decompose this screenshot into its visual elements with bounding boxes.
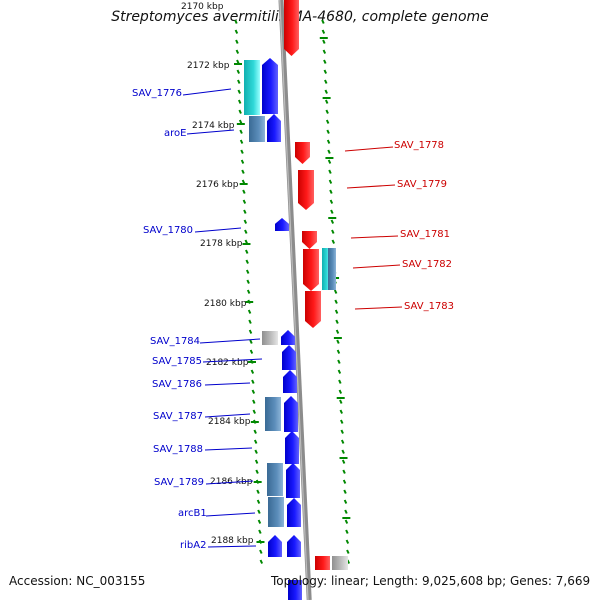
leader-line <box>354 306 403 310</box>
leader-line <box>205 512 256 517</box>
scale-ticks <box>234 19 351 564</box>
genome-backbone-line <box>278 0 312 600</box>
kbp-label: 2180 kbp <box>204 299 247 309</box>
gene-arrow-sav-1780[interactable] <box>275 218 289 231</box>
right-scale-line <box>321 19 351 564</box>
leader-line <box>344 146 394 152</box>
steel-feature-box <box>328 248 336 290</box>
left-scale-line <box>234 19 264 564</box>
gene-arrow-sav-1779[interactable] <box>298 170 314 210</box>
kbp-label: 2182 kbp <box>206 358 249 368</box>
gene-label-sav-1789[interactable]: SAV_1789 <box>154 477 204 488</box>
gene-label-sav-1786[interactable]: SAV_1786 <box>152 379 202 390</box>
gene-arrow-sav-1776[interactable] <box>262 58 278 114</box>
leader-line <box>204 382 251 386</box>
leader-line <box>194 227 242 233</box>
gene-label-sav-1778[interactable]: SAV_1778 <box>394 140 444 151</box>
gene-arrow-sav-1788[interactable] <box>285 431 299 464</box>
gene-arrow-sav-1778[interactable] <box>295 142 310 164</box>
gene-arrow-sav-1782[interactable] <box>303 249 319 291</box>
gene-label-sav-1781[interactable]: SAV_1781 <box>400 229 450 240</box>
gene-arrow-sav-1784[interactable] <box>281 330 295 345</box>
steel-feature-box <box>268 497 284 527</box>
steel-feature-box <box>267 463 283 496</box>
kbp-label: 2172 kbp <box>187 61 230 71</box>
steel-feature-box <box>249 116 265 142</box>
kbp-label: 2184 kbp <box>208 417 251 427</box>
gene-arrow-sav-1787[interactable] <box>284 396 298 432</box>
gene-label-aroe[interactable]: aroE <box>164 128 186 139</box>
steel-feature-box <box>265 397 281 431</box>
leader-line <box>182 88 232 96</box>
gene-arrow-bottom-red[interactable] <box>315 556 330 570</box>
gene-label-sav-1783[interactable]: SAV_1783 <box>404 301 454 312</box>
backbone-highlight <box>279 0 309 600</box>
kbp-label: 2174 kbp <box>192 121 235 131</box>
gray-feature-box <box>332 556 348 570</box>
cyan-feature-box <box>244 60 260 115</box>
gene-arrows <box>262 0 330 600</box>
gene-label-sav-1776[interactable]: SAV_1776 <box>132 88 182 99</box>
gene-label-riba2[interactable]: ribA2 <box>180 540 206 551</box>
gene-label-sav-1779[interactable]: SAV_1779 <box>397 179 447 190</box>
gene-label-sav-1787[interactable]: SAV_1787 <box>153 411 203 422</box>
gene-label-sav-1785[interactable]: SAV_1785 <box>152 356 202 367</box>
gene-arrow-sav-1789[interactable] <box>286 463 300 498</box>
leader-line <box>199 338 261 344</box>
feature-boxes <box>244 60 348 570</box>
kbp-label: 2170 kbp <box>181 2 224 12</box>
leader-line <box>207 545 257 548</box>
gene-labels: SAV_1776 aroE SAV_1780 SAV_1784 SAV_1785 SAV_… <box>132 88 454 551</box>
leader-line <box>186 129 235 135</box>
gene-arrow-riba2-partner[interactable] <box>268 535 282 557</box>
accession-text: Accession: NC_003155 <box>9 574 146 588</box>
gene-arrow-sav-1785[interactable] <box>282 345 296 370</box>
gene-arrow-top-edge[interactable] <box>284 0 299 56</box>
cyan-feature-box <box>322 248 330 290</box>
leader-line <box>352 264 401 269</box>
gray-feature-box <box>262 331 278 345</box>
gene-label-sav-1780[interactable]: SAV_1780 <box>143 225 193 236</box>
leader-line <box>202 358 263 363</box>
leader-line <box>204 447 253 451</box>
kbp-label: 2176 kbp <box>196 180 239 190</box>
gene-arrow-sav-1783[interactable] <box>305 291 321 328</box>
leader-line <box>350 235 399 239</box>
gene-label-arcb1[interactable]: arcB1 <box>178 508 207 519</box>
kbp-label: 2178 kbp <box>200 239 243 249</box>
leader-line <box>346 184 396 189</box>
gene-arrow-bottom-edge[interactable] <box>288 580 302 600</box>
genome-backbone <box>278 0 312 600</box>
topology-text: Topology: linear; Length: 9,025,608 bp; … <box>271 574 591 588</box>
kbp-label: 2188 kbp <box>211 536 254 546</box>
gene-label-sav-1782[interactable]: SAV_1782 <box>402 259 452 270</box>
gene-arrow-arcb1[interactable] <box>287 498 301 527</box>
gene-label-sav-1784[interactable]: SAV_1784 <box>150 336 200 347</box>
gene-arrow-sav-1786[interactable] <box>283 370 297 393</box>
genome-title: Streptomyces avermitilis MA-4680, comple… <box>111 9 489 25</box>
gene-arrow-sav-1781[interactable] <box>302 231 317 249</box>
gene-label-sav-1788[interactable]: SAV_1788 <box>153 444 203 455</box>
leader-line <box>204 413 251 418</box>
gene-arrow-aroe[interactable] <box>267 114 281 142</box>
leader-line <box>205 480 254 485</box>
gene-arrow-riba2[interactable] <box>287 535 301 557</box>
kbp-labels: 2170 kbp 2172 kbp 2174 kbp 2176 kbp 2178 kbp… <box>181 2 254 546</box>
